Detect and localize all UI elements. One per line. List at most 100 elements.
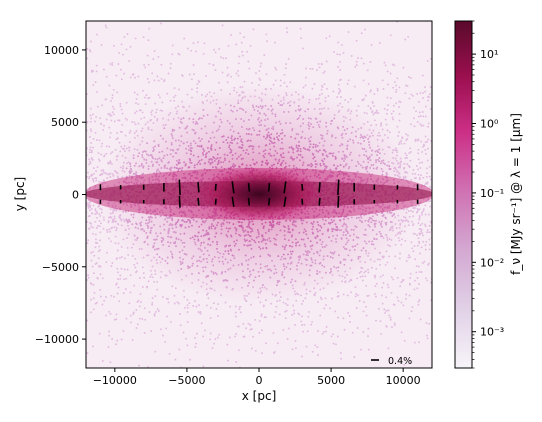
scatter-point: [105, 26, 108, 29]
scatter-point: [274, 66, 277, 69]
scatter-point: [418, 111, 421, 114]
x-tick-label: 0: [256, 374, 263, 387]
polarization-vector: [197, 182, 200, 193]
scatter-point: [87, 171, 89, 174]
scatter-point: [225, 57, 227, 60]
scatter-point: [190, 88, 193, 91]
scatter-point: [120, 267, 123, 270]
scatter-point: [89, 120, 92, 123]
scatter-point: [320, 298, 323, 301]
scatter-point: [177, 302, 180, 305]
scatter-point: [96, 105, 99, 108]
scatter-point: [88, 163, 91, 166]
scatter-point: [136, 93, 139, 96]
scatter-point: [393, 324, 396, 327]
scatter-point: [407, 256, 410, 259]
scatter-point: [303, 323, 306, 326]
scatter-point: [430, 178, 432, 181]
scatter-point: [121, 123, 124, 126]
scatter-point: [243, 36, 246, 39]
scatter-point: [125, 48, 128, 51]
scatter-point: [186, 298, 189, 301]
scatter-point: [110, 240, 113, 243]
scatter-point: [364, 94, 367, 97]
scatter-point: [389, 318, 392, 321]
scatter-point: [305, 67, 307, 70]
scatter-point: [418, 299, 421, 302]
scatter-point: [347, 311, 350, 314]
scatter-point: [94, 233, 97, 236]
scatter-point: [91, 149, 93, 152]
scatter-point: [379, 320, 382, 323]
scatter-point: [116, 339, 119, 342]
scatter-point: [392, 110, 395, 113]
scatter-point: [168, 352, 171, 355]
scatter-point: [329, 307, 331, 310]
scatter-point: [278, 313, 281, 316]
scatter-point: [90, 70, 93, 73]
scatter-point: [129, 321, 132, 324]
scatter-point: [112, 44, 115, 47]
scatter-point: [421, 74, 424, 77]
scatter-point: [421, 213, 423, 216]
polarization-vector: [337, 195, 340, 208]
scatter-point: [153, 314, 156, 317]
scatter-point: [195, 305, 198, 308]
scatter-point: [105, 145, 108, 148]
scatter-point: [415, 265, 418, 268]
scatter-point: [416, 121, 419, 123]
scatter-point: [89, 160, 92, 163]
scatter-point: [143, 64, 146, 66]
scatter-point: [390, 112, 393, 115]
scatter-point: [131, 120, 134, 123]
scatter-point: [375, 319, 377, 322]
scatter-point: [409, 256, 411, 259]
scatter-point: [427, 200, 430, 203]
scatter-point: [396, 125, 399, 128]
scatter-point: [211, 347, 214, 349]
scatter-point: [337, 316, 339, 319]
scatter-point: [346, 83, 349, 85]
scatter-point: [398, 257, 401, 260]
scatter-point: [429, 200, 432, 202]
scatter-point: [413, 245, 416, 247]
scatter-point: [162, 334, 165, 337]
scatter-point: [390, 291, 393, 294]
scatter-point: [387, 83, 389, 86]
scatter-point: [95, 301, 98, 304]
scatter-point: [89, 107, 92, 110]
scatter-point: [362, 99, 364, 102]
scatter-point: [87, 203, 90, 206]
scatter-point: [342, 51, 345, 54]
scatter-point: [424, 90, 427, 93]
scatter-point: [254, 349, 257, 352]
scatter-point: [213, 48, 216, 51]
scatter-point: [96, 210, 98, 213]
scatter-point: [132, 313, 135, 316]
scatter-point: [120, 108, 123, 111]
scatter-point: [408, 283, 411, 286]
scatter-point: [419, 123, 422, 126]
scatter-point: [94, 209, 97, 212]
scatter-point: [424, 244, 427, 247]
scatter-point: [386, 96, 389, 99]
scatter-point: [129, 291, 132, 294]
scatter-point: [387, 104, 390, 107]
scatter-point: [370, 89, 372, 92]
scatter-point: [408, 317, 411, 320]
scatter-point: [406, 84, 409, 87]
scatter-point: [108, 112, 111, 115]
scatter-point: [349, 321, 352, 323]
scatter-point: [361, 279, 364, 282]
scatter-point: [87, 205, 90, 208]
scatter-point: [115, 257, 118, 260]
scatter-point: [414, 258, 417, 261]
scatter-point: [300, 320, 303, 323]
scatter-point: [135, 102, 137, 105]
scatter-point: [89, 114, 92, 117]
scatter-point: [418, 161, 421, 164]
scatter-point: [108, 334, 111, 337]
scatter-point: [299, 27, 302, 30]
scatter-point: [363, 97, 366, 100]
scatter-point: [133, 121, 136, 124]
